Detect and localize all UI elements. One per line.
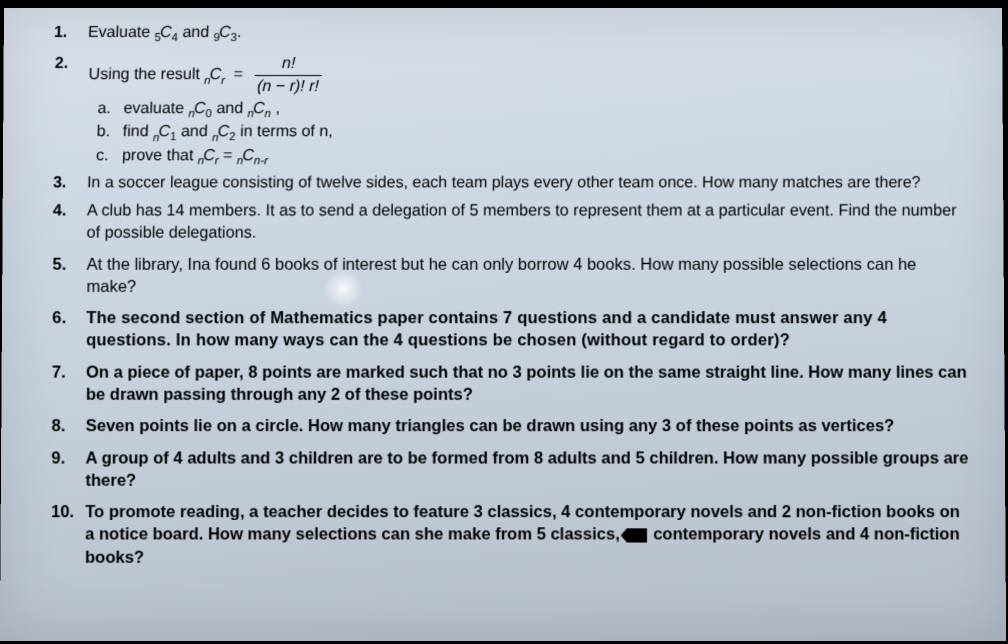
q2c-pre: prove that [122,146,198,163]
q9-num: 9. [51,447,85,492]
q2a-let: a. [97,99,124,122]
q1-dot: . [237,24,242,41]
c-sym: C [209,66,221,83]
q2a: a. evaluate nC0 and nCn , [97,99,969,122]
q2-num: 2. [52,53,90,169]
c-sym: C [217,123,229,140]
c-sym: C [242,146,254,163]
q10-body: To promote reading, a teacher decides to… [85,501,971,569]
q1-num: 1. [53,22,88,47]
q9-body: A group of 4 adults and 3 children are t… [85,447,971,492]
eq: = [233,66,243,83]
q2b: b. find nC1 and nC2 in terms of n, [96,122,968,145]
q2-pre: Using the result [88,66,204,83]
c-sym: C [219,24,231,41]
q2b-end: in terms of n, [235,123,333,140]
q1-and: and [178,24,214,41]
question-3: 3. In a soccer league consisting of twel… [53,173,969,195]
q2-sublist: a. evaluate nC0 and nCn , b. find nC1 an… [96,99,969,169]
q8-num: 8. [51,415,85,438]
q7-body: On a piece of paper, 8 points are marked… [86,361,971,406]
q2a-pre: evaluate [123,100,189,117]
frac-bot: (n − r)! r! [254,75,322,97]
c-sym: C [203,146,215,163]
q2a-body: evaluate nC0 and nCn , [123,99,280,122]
question-10: 10. To promote reading, a teacher decide… [51,501,972,569]
fraction: n! (n − r)! r! [254,53,323,97]
frac-top: n! [254,53,322,76]
worksheet-page: 1. Evaluate 5C4 and 9C3. 2. Using the re… [0,8,1006,641]
q2b-body: find nC1 and nC2 in terms of n, [122,122,333,145]
q2a-end: , [271,100,280,117]
q4-text-a: A club has 14 members. It [87,201,279,219]
q2b-and: and [176,123,212,140]
q6-body: The second section of Mathematics paper … [86,307,970,352]
q8-body: Seven points lie on a circle. How many t… [86,415,971,438]
q2b-pre: find [123,123,154,140]
q4-body: A club has 14 members. It as to send a d… [87,200,970,244]
q2a-and: and [212,100,248,117]
q10-num: 10. [51,501,86,569]
question-2: 2. Using the result nCr = n! (n − r)! r!… [52,53,970,169]
q2b-let: b. [96,122,123,145]
c-sym: C [160,24,172,41]
q2c: c. prove that nCr = nCn-r [96,145,968,168]
q2c-body: prove that nCr = nCn-r [122,145,269,168]
sub-nr: n-r [254,155,268,167]
question-1: 1. Evaluate 5C4 and 9C3. [53,22,968,47]
c-sym: C [253,100,265,117]
question-5: 5. At the library, Ina found 6 books of … [52,253,969,298]
c-sym: C [158,123,170,140]
q7-num: 7. [52,361,86,406]
q2c-let: c. [96,145,123,168]
question-6: 6. The second section of Mathematics pap… [52,307,970,352]
q1-pre: Evaluate [88,24,155,41]
question-4: 4. A club has 14 members. It as to send … [52,200,969,244]
q6-num: 6. [52,307,86,352]
c-sym: C [194,100,206,117]
q3-body: In a soccer league consisting of twelve … [87,173,969,195]
q5-body: At the library, Ina found 6 books of int… [86,253,969,298]
q5-num: 5. [52,253,86,298]
mouse-cursor-icon [626,528,646,542]
q2-body: Using the result nCr = n! (n − r)! r! a.… [86,53,970,169]
q2c-eq: = [218,146,237,163]
sub-r: r [221,74,225,86]
q1-body: Evaluate 5C4 and 9C3. [87,22,968,47]
question-7: 7. On a piece of paper, 8 points are mar… [52,361,971,406]
q4-num: 4. [52,200,87,244]
question-8: 8. Seven points lie on a circle. How man… [51,415,970,438]
q3-num: 3. [53,173,88,195]
question-9: 9. A group of 4 adults and 3 children ar… [51,447,971,492]
